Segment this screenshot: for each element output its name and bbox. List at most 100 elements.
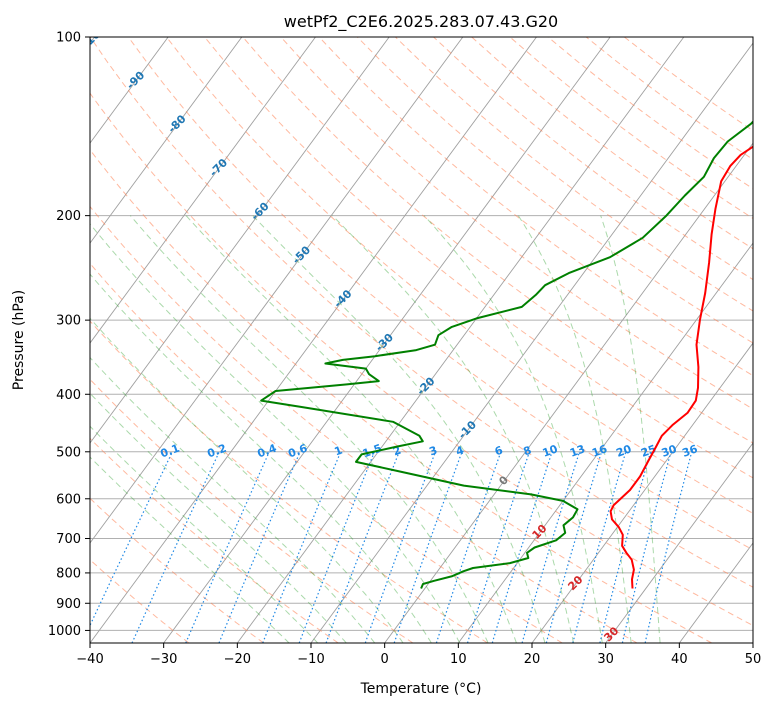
isotherm-line [236, 37, 685, 643]
dry-adiabat-line [318, 37, 753, 377]
x-tick-label: 0 [381, 652, 389, 667]
chart-title: wetPf2_C2E6.2025.283.07.43.G20 [284, 12, 558, 32]
axes: −40 −30 −20 −10 0 10 20 30 40 5010020030040050060… [48, 31, 761, 668]
dewpoint-line [260, 120, 753, 589]
mixing-ratio-label: 13 [568, 442, 587, 459]
x-tick-label: −40 [76, 652, 103, 667]
dry-adiabat-line [90, 320, 488, 643]
y-tick-label: 100 [56, 31, 81, 46]
isotherm-line [678, 542, 753, 643]
mixing-ratio-line [491, 451, 553, 643]
isotherm-label: 20 [565, 573, 585, 593]
isotherm-label: 40 [637, 675, 657, 695]
mixing-ratio-line [185, 451, 270, 643]
mixing-ratio-line [131, 451, 220, 643]
dry-adiabat-line [90, 497, 264, 643]
isotherm-line [384, 142, 753, 643]
mixing-ratio-label: 6 [493, 444, 505, 459]
y-axis-title: Pressure (hPa) [11, 290, 27, 390]
isotherm-line [605, 442, 753, 643]
moist-adiabat-line [185, 215, 517, 643]
isotherm-line [90, 37, 537, 643]
temperature-line [609, 145, 753, 589]
dry-adiabat-line [547, 37, 753, 190]
mixing-ratio-label: 0.6 [286, 442, 309, 461]
dry-adiabat-line [90, 92, 753, 627]
isotherm-label: -50 [290, 243, 313, 266]
isotherm-line [752, 642, 753, 643]
dry-adiabat-line [280, 37, 753, 410]
mixing-ratio-label: 0.1 [159, 442, 182, 461]
x-tick-label: −20 [224, 652, 251, 667]
dry-adiabat-line [509, 37, 753, 220]
moist-adiabat-line [90, 273, 432, 643]
moist-adiabat-line [90, 317, 404, 643]
mixing-ratio-line [572, 451, 627, 643]
isotherm-label: -90 [124, 68, 147, 91]
dry-adiabat-line [623, 37, 753, 132]
x-axis-title: Temperature (°C) [360, 681, 482, 697]
dry-adiabat-line [90, 149, 712, 643]
isotherm-line [457, 242, 753, 643]
y-tick-label: 1000 [48, 624, 81, 639]
y-tick-label: 700 [56, 532, 81, 547]
dry-adiabat-line [356, 37, 753, 344]
isotherm-line [163, 37, 611, 643]
isotherm-line [90, 37, 169, 144]
moist-adiabat-line [130, 215, 489, 643]
dry-adiabat-line [90, 37, 753, 588]
y-tick-label: 200 [56, 209, 81, 224]
dry-adiabat-line [127, 37, 753, 551]
plot-frame [89, 36, 754, 644]
moist-adiabat-line [90, 425, 319, 643]
mixing-ratio-label: 10 [541, 442, 560, 460]
line-labels: 0.1 0.2 0.4 0.6 1 1.5 2 3 4 6 8 10 13 16 20 25 30 36-100-… [90, 37, 700, 695]
mixing-ratio-label: 0.4 [256, 442, 279, 461]
dry-adiabat-line [471, 37, 753, 250]
dry-adiabat-line [433, 37, 753, 281]
mixing-ratio-label: 16 [590, 442, 609, 460]
mixing-ratio-line [218, 451, 301, 643]
dry-adiabat-line [90, 205, 638, 643]
mixing-ratio-label: 30 [660, 442, 679, 460]
mixing-ratio-label: 4 [454, 444, 466, 459]
y-tick-label: 900 [56, 597, 81, 612]
y-tick-label: 600 [56, 492, 81, 507]
mixing-ratio-line [262, 451, 342, 643]
background-lines [90, 37, 753, 643]
x-tick-label: 20 [524, 652, 541, 667]
mixing-ratio-line [325, 451, 400, 643]
isotherm-label: -70 [207, 156, 230, 179]
mixing-ratio-label: 8 [522, 444, 534, 459]
mixing-ratio-label: 2 [391, 444, 403, 459]
dry-adiabat-line [90, 378, 414, 643]
x-tick-label: 10 [450, 652, 467, 667]
isotherm-line [90, 37, 464, 544]
dry-adiabat-line [166, 37, 753, 514]
moist-adiabat-line [90, 392, 347, 643]
moist-adiabat-line [600, 215, 661, 643]
moist-adiabat-line [517, 215, 632, 643]
x-tick-label: −30 [150, 652, 177, 667]
isotherm-label: -30 [373, 331, 396, 354]
x-tick-label: −10 [297, 652, 324, 667]
x-tick-label: 30 [597, 652, 614, 667]
moist-adiabat-line [90, 223, 461, 643]
mixing-ratio-label: 36 [680, 442, 699, 460]
moist-adiabat-line [332, 215, 575, 643]
mixing-ratio-line [364, 451, 436, 643]
mixing-ratio-line [435, 451, 502, 643]
mixing-ratio-line [644, 451, 693, 643]
mixing-ratio-label: 0.2 [205, 442, 228, 461]
isotherm-label: -40 [331, 287, 354, 310]
mixing-ratio-line [521, 451, 581, 643]
mixing-ratio-line [393, 451, 463, 643]
mixing-ratio-line [298, 451, 375, 643]
mixing-ratio-label: 20 [614, 442, 633, 460]
mixing-ratio-line [599, 451, 652, 643]
dry-adiabat-line [90, 262, 563, 643]
y-tick-label: 400 [56, 388, 81, 403]
mixing-ratio-line [466, 451, 530, 643]
isotherm-label: 30 [601, 624, 621, 644]
y-tick-label: 300 [56, 314, 81, 329]
